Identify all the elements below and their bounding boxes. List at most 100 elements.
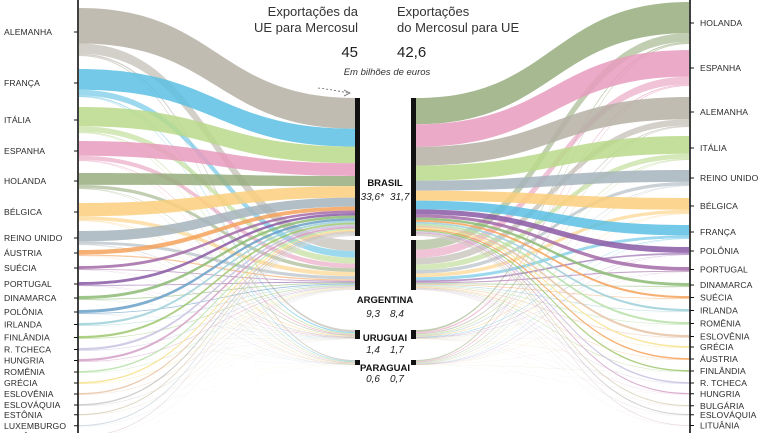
flow-left-suecia-1 [79,210,355,269]
paraguai-name: PARAGUAI [360,363,410,374]
flow-right-austria-1 [416,228,689,360]
flow-left-eslovenia-3 [79,338,355,395]
label-right-suecia: SUÉCIA [700,293,733,303]
paraguai-right-bar [411,360,416,365]
flow-left-holanda-3 [79,188,355,336]
flow-right-austria-3 [416,338,689,360]
flow-left-finlandia-4 [79,338,355,365]
flow-left-luxemburgo-1 [79,234,355,427]
flow-right-lituania-2 [416,289,689,426]
flow-right-alemanha-1 [416,97,689,166]
flow-left-hungria-3 [79,338,355,362]
flow-left-italia-3 [79,131,355,335]
flow-right-italia-1 [416,136,689,181]
flow-left-eslovaquia-4 [79,364,355,406]
flow-right-romenia-4 [416,324,689,365]
flow-left-luxemburgo-3 [79,338,355,427]
flow-left-belgica-2 [79,216,355,277]
flow-right-romenia-2 [416,285,689,325]
flow-right-portugal-1 [416,214,689,271]
flow-left-lituania-2 [114,289,355,433]
flow-right-hungria-4 [416,364,689,395]
uruguai-left-value: 1,4 [366,345,380,356]
left-title-line2: UE para Mercosul [254,20,358,35]
label-left-r-tcheca: R. TCHECA [4,345,51,355]
flow-left-franca-2 [79,89,355,258]
flow-right-suecia-4 [416,298,689,365]
flow-right-portugal-4 [416,271,689,365]
flow-right-eslovenia-2 [416,286,689,338]
label-right-lituania: LITUÂNIA [700,421,740,431]
right-total: 42,6 [397,44,426,61]
flow-right-finlandia-2 [416,287,689,372]
flow-left-portugal-1 [79,213,355,285]
flow-left-reino-unido-4 [79,244,355,364]
label-right-alemanha: ALEMANHA [700,107,748,117]
flow-right-grecia-4 [416,347,689,365]
flow-right-portugal-3 [416,271,689,338]
label-left-dinamarca: DINAMARCA [4,293,57,303]
flow-right-eslovenia-3 [416,337,689,339]
flow-left-suecia-4 [79,269,355,365]
flow-right-romenia-1 [416,223,689,325]
label-right-finlandia: FINLÂNDIA [700,366,746,376]
flow-right-polonia-4 [416,254,689,365]
flow-right-polonia-1 [416,209,689,253]
flow-left-estonia-1 [79,233,355,416]
label-right-italia: ITÁLIA [700,143,727,153]
right-flows [416,2,689,426]
flow-left-franca-1 [79,69,355,147]
label-left-grecia: GRÉCIA [4,378,38,388]
uruguai-name: URUGUAI [363,333,407,344]
flow-right-r-tcheca-3 [416,338,689,384]
flow-right-belgica-3 [416,213,689,337]
left-title-line1: Exportações da [268,4,359,19]
label-right-grecia: GRÉCIA [700,342,734,352]
label-left-lituania: LITUÂNIA [4,432,44,433]
flow-left-luxemburgo-2 [79,289,355,427]
flow-right-polonia-2 [416,252,689,283]
right-title-line1: Exportações [397,4,470,19]
flow-left-belgica-4 [79,220,355,364]
flow-right-finlandia-1 [416,230,689,372]
flow-right-alemanha-2 [416,119,689,265]
flow-right-reino-unido-1 [416,170,689,191]
flow-right-r-tcheca-2 [416,288,689,384]
label-right-belgica: BÉLGICA [700,201,738,211]
mercosul-labels: BRASIL 33,6* 31,7 ARGENTINA 9,3 8,4 URUG… [357,178,414,385]
flow-left-holanda-4 [79,188,355,364]
flow-right-austria-2 [416,287,689,360]
flow-right-espanha-1 [416,50,689,147]
flow-right-reino-unido-2 [416,181,689,274]
flow-left-austria-2 [79,254,355,281]
label-right-hungria: HUNGRIA [700,389,740,399]
flow-right-espanha-3 [416,84,689,334]
paraguai-left-value: 0,6 [366,374,380,385]
label-left-belgica: BÉLGICA [4,207,42,217]
flow-right-eslovaquia-1 [416,234,689,416]
flow-right-reino-unido-3 [416,185,689,337]
flow-left-eslovaquia-2 [79,288,355,406]
flow-left-r-tcheca-3 [79,338,355,351]
label-right-reino-unido: REINO UNIDO [700,173,759,183]
paraguai-right-value: 0,7 [390,374,404,385]
flow-left-grecia-1 [79,229,355,384]
flow-right-italia-4 [416,159,689,363]
flow-left-irlanda-3 [79,325,355,339]
flow-right-belgica-1 [416,190,689,210]
flow-right-eslovaquia-3 [416,338,689,416]
flow-right-eslovaquia-2 [416,289,689,416]
flow-left-alemanha-4 [79,55,355,362]
flow-right-grecia-3 [416,338,689,348]
flow-right-grecia-2 [416,286,689,348]
flow-left-irlanda-4 [79,325,355,365]
flow-right-irlanda-1 [416,221,689,312]
flow-right-austria-4 [416,359,689,365]
flow-right-irlanda-4 [416,311,689,365]
flow-right-irlanda-2 [416,284,689,312]
label-left-eslovenia: ESLOVÊNIA [4,389,54,399]
flow-left-reino-unido-2 [79,241,355,280]
label-left-italia: ITÁLIA [4,115,31,125]
flow-right-bulgaria-2 [416,289,689,407]
